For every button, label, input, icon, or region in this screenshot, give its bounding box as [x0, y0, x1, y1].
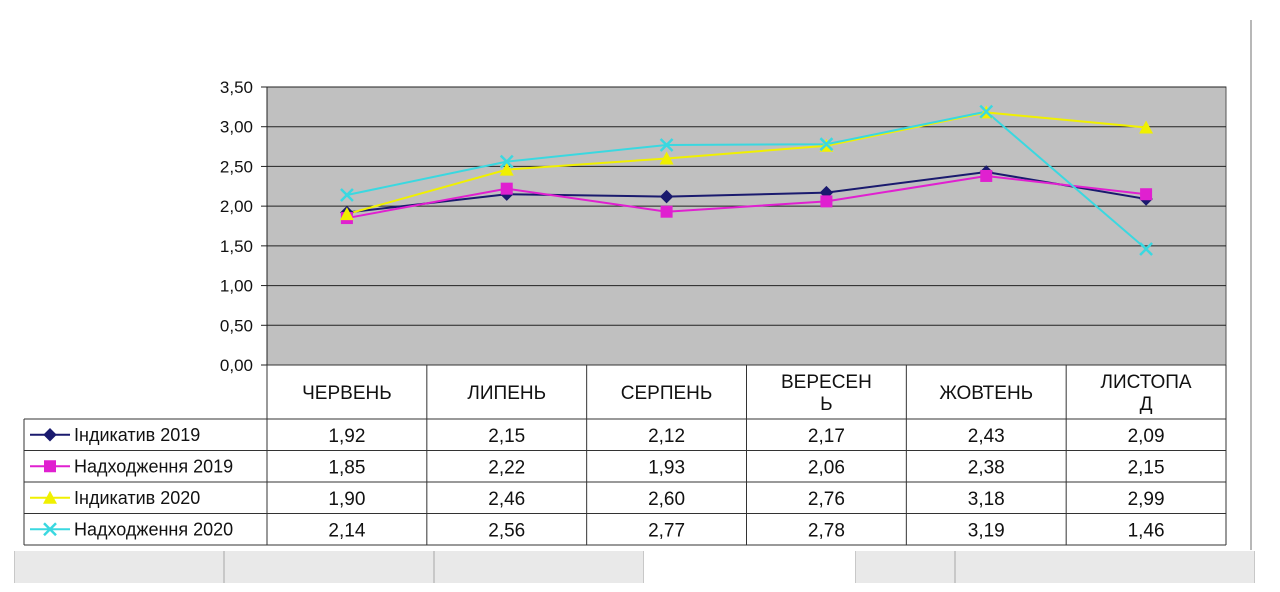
y-tick-label: 3,00	[220, 118, 253, 137]
legend-label: Надходження 2020	[74, 519, 233, 539]
marker-stroke	[979, 104, 994, 119]
marker-stroke	[43, 522, 57, 537]
series-marker	[1139, 120, 1154, 134]
category-label: Ь	[820, 394, 832, 415]
table-cell-value: 3,19	[968, 520, 1005, 541]
sheet-tab-2[interactable]	[224, 551, 434, 583]
category-label: Д	[1140, 394, 1153, 415]
table-cell-value: 2,15	[1128, 457, 1165, 478]
category-label: СЕРПЕНЬ	[621, 383, 713, 404]
y-tick-label: 0,00	[220, 356, 253, 375]
series-line	[346, 174, 1147, 220]
category-label: ЛИСТОПА	[1101, 372, 1192, 393]
series-marker	[340, 188, 354, 202]
y-tick-label: 0,50	[220, 316, 253, 335]
series-marker	[819, 137, 834, 152]
series-marker	[499, 162, 514, 176]
table-cell-value: 2,09	[1128, 426, 1165, 447]
y-axis: 0,00 0,50 1,00 1,50 2,00 2,50 3,00 3,50	[220, 78, 268, 375]
series-marker	[1139, 242, 1153, 256]
series-lines	[346, 110, 1147, 250]
sheet-tab-5[interactable]	[955, 551, 1255, 583]
table-cell-value: 2,43	[968, 426, 1005, 447]
category-label: ЖОВТЕНЬ	[939, 383, 1033, 404]
series-line	[346, 110, 1147, 250]
y-tick-label: 3,50	[220, 78, 253, 97]
plot-area	[266, 86, 1227, 366]
table-cell-value: 1,90	[328, 489, 365, 510]
table-cell-value: 2,46	[488, 489, 525, 510]
sheet-tab-4[interactable]	[855, 551, 955, 583]
table-cell-value: 2,12	[648, 426, 685, 447]
series-marker	[339, 207, 354, 221]
table-cell-value: 1,46	[1128, 520, 1165, 541]
marker-stroke	[340, 188, 354, 202]
table-cell-value: 2,15	[488, 426, 525, 447]
series-marker	[43, 428, 57, 442]
series-line	[346, 170, 1147, 214]
legend-label: Надходження 2019	[74, 456, 233, 476]
category-label: ВЕРЕСЕН	[781, 372, 872, 393]
series-marker	[659, 151, 674, 165]
series-marker	[43, 522, 57, 537]
table-cell-value: 1,85	[328, 457, 365, 478]
table-cell-value: 2,06	[808, 457, 845, 478]
series-marker	[500, 182, 513, 195]
table-cell-value: 2,22	[488, 457, 525, 478]
series-marker	[44, 460, 56, 473]
sheet-tab-3[interactable]	[434, 551, 644, 583]
marker-stroke	[819, 137, 834, 152]
table-cell-value: 2,99	[1128, 489, 1165, 510]
table-cell-value: 3,18	[968, 489, 1005, 510]
marker-stroke	[1139, 242, 1153, 256]
table-cell-value: 2,78	[808, 520, 845, 541]
series-marker	[659, 189, 674, 204]
legend-label: Індикатив 2019	[74, 425, 200, 445]
window-edge-rule	[1250, 20, 1252, 550]
series-marker	[1140, 188, 1153, 201]
table-cell-value: 2,77	[648, 520, 685, 541]
table-cell-value: 2,60	[648, 489, 685, 510]
y-tick-label: 1,00	[220, 277, 253, 296]
table-cell-value: 2,17	[808, 426, 845, 447]
series-marker	[660, 205, 673, 218]
marker-stroke	[499, 154, 514, 169]
series-markers	[339, 104, 1154, 256]
table-cell-value: 2,56	[488, 520, 525, 541]
table-cell-value: 2,38	[968, 457, 1005, 478]
table-cell-value: 1,93	[648, 457, 685, 478]
legend-label: Індикатив 2020	[74, 488, 200, 508]
series-marker	[979, 104, 994, 119]
series-line	[346, 111, 1147, 216]
category-label: ЛИПЕНЬ	[467, 383, 546, 404]
series-marker	[499, 154, 514, 169]
series-marker	[43, 490, 57, 504]
y-tick-label: 1,50	[220, 237, 253, 256]
table-cell-value: 2,76	[808, 489, 845, 510]
table-cell-value: 1,92	[328, 426, 365, 447]
sheet-tab-1[interactable]	[14, 551, 224, 583]
y-tick-label: 2,00	[220, 197, 253, 216]
y-tick-label: 2,50	[220, 157, 253, 176]
series-marker	[659, 138, 674, 152]
table-cell-value: 2,14	[328, 520, 365, 541]
series-marker	[820, 195, 833, 208]
marker-stroke	[659, 138, 674, 152]
series-marker	[980, 169, 993, 182]
category-label: ЧЕРВЕНЬ	[302, 383, 392, 404]
